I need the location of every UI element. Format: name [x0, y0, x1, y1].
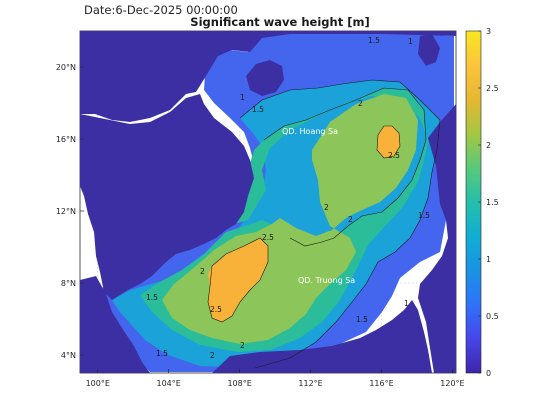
- land-philippines: [418, 104, 456, 373]
- contour-label: 2: [210, 351, 215, 360]
- land-gulf-thailand-coast: [98, 186, 182, 258]
- longitude-axis: 100°E 104°E 108°E 112°E 116°E 120°E: [86, 369, 465, 388]
- contour-label: 1.5: [252, 105, 264, 114]
- place-label-truong-sa: QD. Truong Sa: [298, 276, 355, 285]
- contour-label: 1: [404, 299, 409, 308]
- lon-tick-label: 104°E: [157, 379, 181, 388]
- contour-label: 1.5: [368, 36, 380, 45]
- contour-label: 2: [240, 341, 245, 350]
- contour-label: 1.5: [356, 315, 368, 324]
- contour-label: 2.5: [388, 151, 400, 160]
- contour-label: 2.5: [210, 305, 222, 314]
- lon-tick-label: 116°E: [369, 379, 393, 388]
- latitude-axis: 4°N 8°N 12°N 16°N 20°N: [56, 63, 84, 360]
- colorbar-axis: 0 0.5 1 1.5 2 2.5 3: [478, 27, 499, 378]
- land-indochina: [80, 94, 254, 300]
- colorbar-tick-label: 1.5: [486, 198, 499, 207]
- contour-label: 1: [240, 93, 245, 102]
- contour-label: 2: [358, 99, 363, 108]
- contour-label: 2: [200, 267, 205, 276]
- colorbar-tick-label: 0.5: [486, 312, 499, 321]
- lat-tick-label: 4°N: [61, 351, 76, 360]
- contour-lines: [207, 79, 441, 369]
- lat-tick-label: 16°N: [56, 135, 76, 144]
- plot-title: Significant wave height [m]: [190, 15, 370, 29]
- contour-label: 1.5: [146, 293, 158, 302]
- date-label: Date:6-Dec-2025 00:00:00: [84, 3, 238, 17]
- land-borneo: [212, 300, 432, 373]
- lat-tick-label: 12°N: [56, 207, 76, 216]
- lat-tick-label: 20°N: [56, 63, 76, 72]
- lon-tick-label: 100°E: [86, 379, 110, 388]
- contour-label: 1: [408, 37, 413, 46]
- land-china: [80, 31, 456, 122]
- land-masses: [80, 31, 456, 373]
- lat-tick-label: 8°N: [61, 279, 76, 288]
- contour-label-group: 1.5 2 1 1.5 1 2.5 2 2 1.5 2.5 2 1.5 2.5 …: [146, 36, 430, 360]
- land-malay-peninsula: [80, 276, 150, 373]
- contour-label: 1.5: [156, 349, 168, 358]
- contour-label: 2.5: [262, 233, 274, 242]
- contour-label: 2: [348, 215, 353, 224]
- sea-band-3-hoang-sa: [377, 126, 400, 158]
- land-taiwan: [418, 34, 440, 66]
- sea-band-3-southwest: [208, 238, 268, 322]
- land-hainan: [246, 60, 284, 96]
- contour-label: 2: [324, 203, 329, 212]
- colorbar-tick-label: 2.5: [486, 84, 499, 93]
- lon-tick-label: 120°E: [440, 379, 464, 388]
- lon-tick-label: 112°E: [298, 379, 322, 388]
- colorbar-tick-label: 0: [486, 369, 491, 378]
- colorbar-tick-label: 3: [486, 27, 491, 36]
- lon-tick-label: 108°E: [227, 379, 251, 388]
- contour-label: 1.5: [418, 211, 430, 220]
- wave-field: [100, 33, 454, 372]
- place-label-hoang-sa: QD. Hoang Sa: [282, 127, 338, 136]
- colorbar-tick-label: 1: [486, 255, 491, 264]
- colorbar-tick-label: 2: [486, 141, 491, 150]
